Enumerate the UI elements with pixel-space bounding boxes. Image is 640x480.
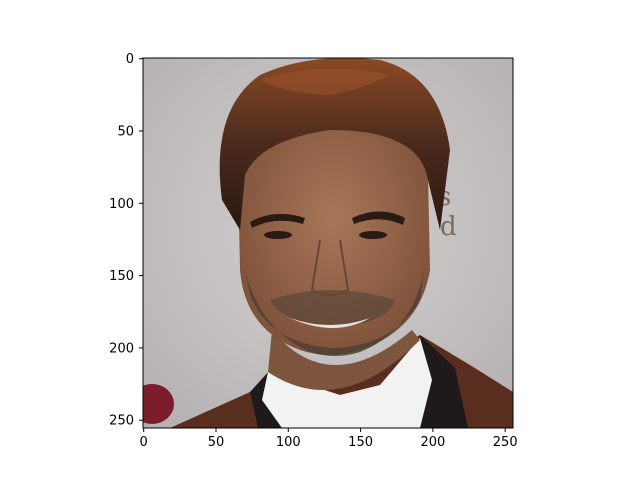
face bbox=[237, 105, 430, 355]
red-object bbox=[143, 384, 174, 424]
y-axis: 0 50 100 150 200 250 bbox=[109, 52, 143, 429]
neck bbox=[268, 330, 420, 390]
x-tick-label: 150 bbox=[348, 435, 373, 450]
mouth bbox=[290, 318, 370, 328]
y-tick-label: 250 bbox=[109, 414, 134, 429]
shirt bbox=[262, 338, 432, 428]
x-tick-label: 100 bbox=[276, 435, 301, 450]
left-eye bbox=[264, 231, 292, 239]
hair bbox=[219, 58, 450, 230]
x-tick-label: 50 bbox=[208, 435, 225, 450]
x-axis: 0 50 100 150 200 250 bbox=[140, 428, 518, 450]
right-eye bbox=[359, 231, 387, 239]
right-eyebrow bbox=[352, 211, 405, 225]
x-tick-label: 250 bbox=[493, 435, 518, 450]
y-tick-label: 0 bbox=[126, 52, 134, 67]
axes-frame bbox=[142, 57, 514, 429]
y-tick-label: 50 bbox=[117, 125, 134, 140]
svg-text:d: d bbox=[440, 212, 457, 242]
left-eyebrow bbox=[250, 213, 305, 228]
x-tick-label: 200 bbox=[420, 435, 445, 450]
portrait-image: s d bbox=[143, 58, 513, 428]
y-tick-label: 150 bbox=[109, 269, 134, 284]
y-tick-label: 100 bbox=[109, 197, 134, 212]
y-tick-label: 200 bbox=[109, 341, 134, 356]
x-tick-label: 0 bbox=[140, 435, 148, 450]
nose bbox=[310, 239, 350, 296]
